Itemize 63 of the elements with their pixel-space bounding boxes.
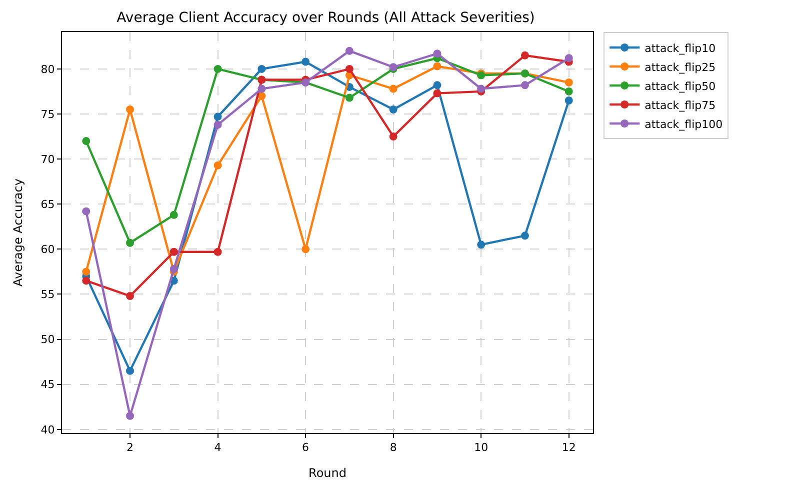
y-tick-label: 55 [40, 288, 55, 302]
legend-label: attack_flip75 [644, 98, 716, 112]
y-tick-label: 80 [40, 62, 55, 76]
point [258, 64, 266, 73]
y-axis-title: Average Accuracy [11, 178, 26, 286]
point [433, 50, 442, 58]
point [345, 64, 354, 73]
point [520, 51, 529, 60]
x-tick-label: 12 [562, 441, 576, 454]
point [345, 46, 354, 55]
point [214, 120, 222, 129]
legend-label: attack_flip10 [644, 42, 716, 55]
point [258, 84, 266, 93]
point [82, 207, 90, 216]
y-tick-label: 65 [40, 198, 55, 211]
x-axis-title: Round [308, 466, 346, 480]
point [214, 64, 222, 73]
point [433, 81, 442, 90]
point [302, 58, 310, 66]
point [564, 54, 573, 62]
point [126, 292, 134, 300]
point [82, 276, 90, 285]
point [520, 81, 529, 90]
point [433, 89, 442, 98]
legend-label: attack_flip50 [644, 80, 716, 93]
point [520, 232, 529, 240]
point [564, 87, 573, 96]
point [170, 248, 178, 256]
y-tick-label: 40 [40, 423, 55, 436]
point [82, 137, 90, 146]
point [126, 412, 134, 420]
point [170, 210, 178, 219]
y-tick-label: 45 [40, 378, 55, 392]
legend-label: attack_flip25 [644, 60, 716, 74]
point [564, 78, 573, 86]
point [126, 238, 134, 247]
point [214, 161, 222, 170]
y-tick-label: 70 [40, 152, 55, 166]
point [564, 96, 573, 104]
point [389, 132, 398, 141]
point [477, 240, 486, 249]
x-tick-label: 10 [474, 441, 488, 454]
x-tick-label: 2 [126, 441, 134, 454]
chart-title: Average Client Accuracy over Rounds (All Attack Severities) [116, 10, 535, 26]
legend-label: attack_flip100 [644, 118, 723, 131]
point [345, 94, 354, 102]
y-tick-label: 60 [40, 243, 55, 256]
x-tick-label: 6 [302, 441, 310, 454]
point [126, 106, 134, 114]
point [477, 84, 486, 93]
point [302, 245, 310, 254]
point [214, 248, 222, 256]
point [433, 62, 442, 70]
y-tick-label: 50 [40, 333, 55, 346]
point [389, 106, 398, 114]
x-tick-label: 8 [390, 441, 397, 454]
point [170, 265, 178, 273]
x-tick-label: 4 [214, 441, 222, 454]
point [389, 84, 398, 93]
point [126, 366, 134, 375]
point [214, 112, 222, 121]
y-tick-label: 75 [40, 108, 55, 121]
point [82, 268, 90, 276]
